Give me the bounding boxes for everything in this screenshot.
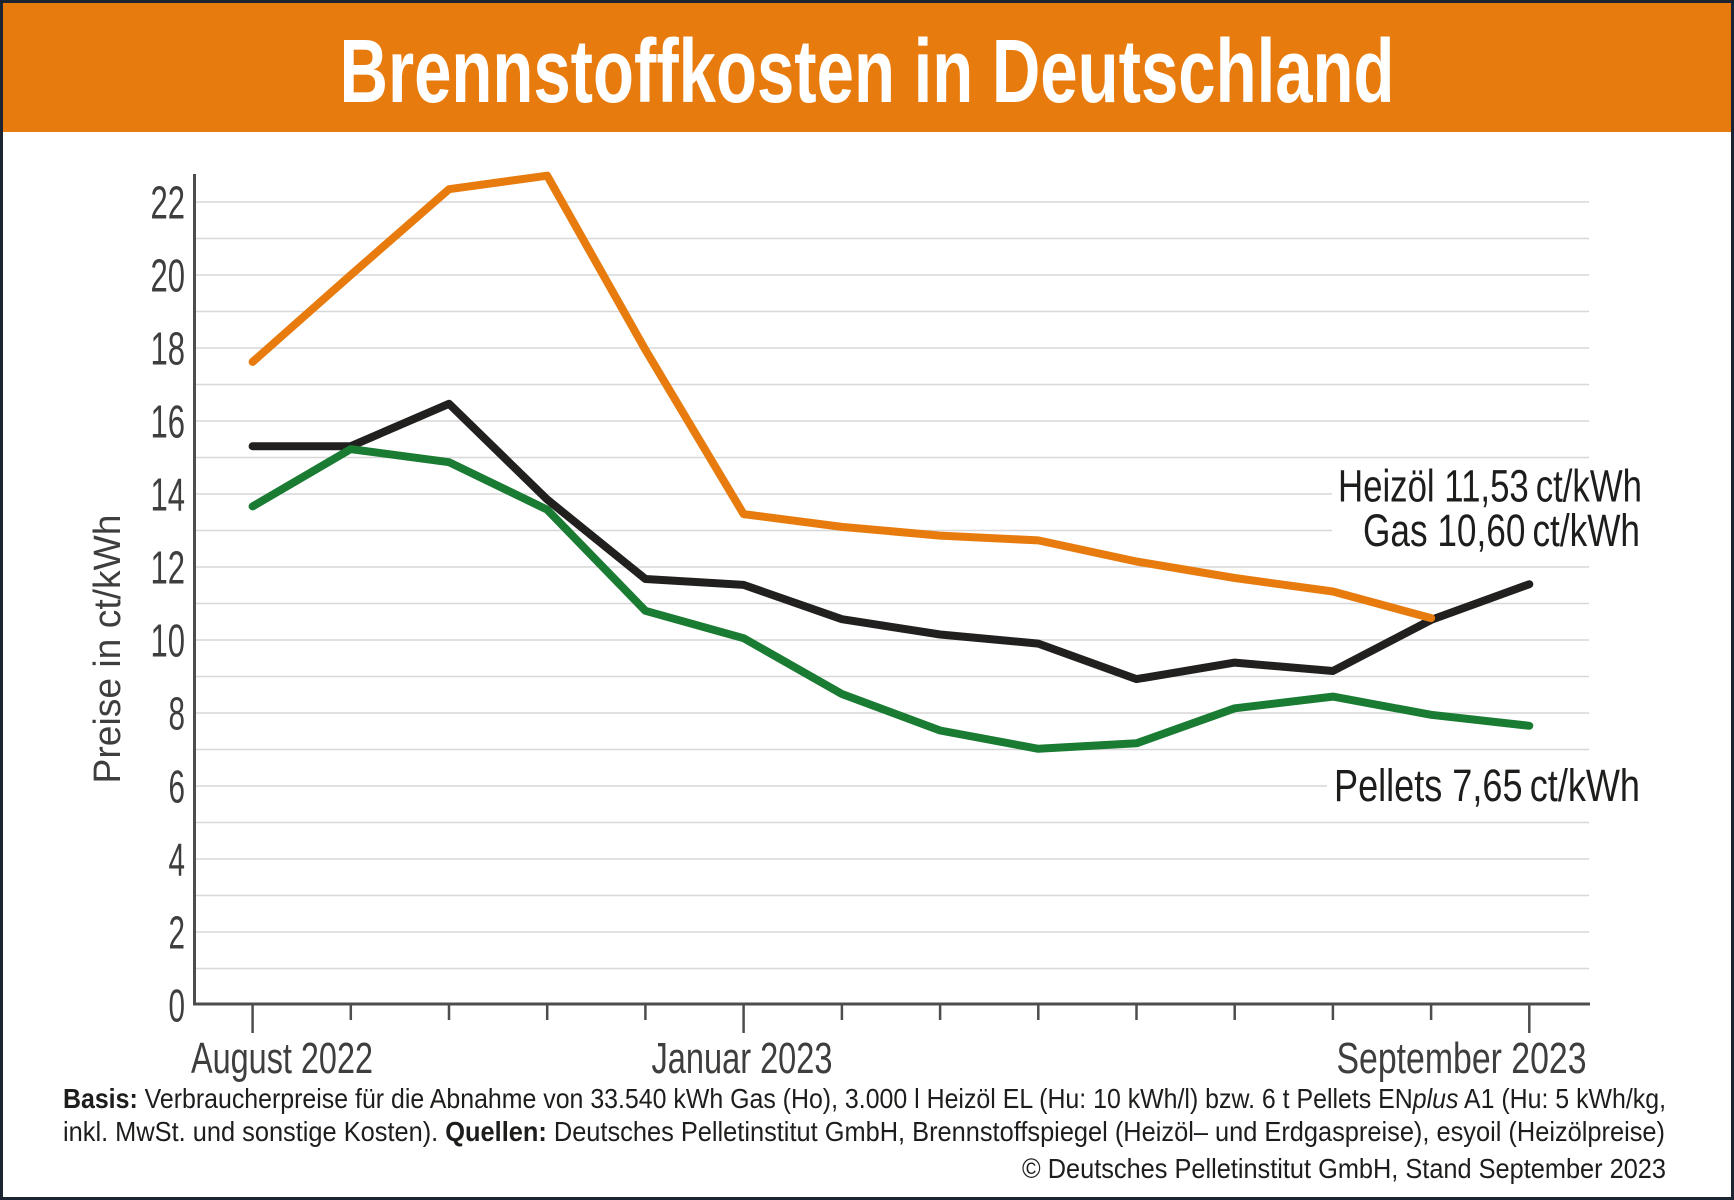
svg-text:Basis: Verbraucherpreise für d: Basis: Verbraucherpreise für die Abnahme… bbox=[63, 1083, 1666, 1114]
svg-text:© Deutsches Pelletinstitut Gmb: © Deutsches Pelletinstitut GmbH, Stand S… bbox=[1022, 1153, 1666, 1184]
svg-text:Heizöl 11,53 ct/kWh: Heizöl 11,53 ct/kWh bbox=[1338, 461, 1642, 512]
svg-text:Pellets 7,65 ct/kWh: Pellets 7,65 ct/kWh bbox=[1334, 760, 1640, 811]
svg-text:12: 12 bbox=[151, 542, 186, 594]
svg-text:18: 18 bbox=[151, 323, 186, 375]
svg-text:August 2022: August 2022 bbox=[191, 1034, 373, 1083]
svg-text:Gas 10,60 ct/kWh: Gas 10,60 ct/kWh bbox=[1363, 505, 1640, 556]
svg-text:10: 10 bbox=[151, 615, 186, 667]
svg-text:Preise in ct/kWh: Preise in ct/kWh bbox=[87, 515, 129, 784]
svg-text:8: 8 bbox=[169, 688, 186, 740]
svg-text:inkl. MwSt. und sonstige Koste: inkl. MwSt. und sonstige Kosten). Quelle… bbox=[63, 1116, 1665, 1147]
svg-text:6: 6 bbox=[169, 761, 186, 813]
svg-text:Januar 2023: Januar 2023 bbox=[652, 1034, 833, 1083]
svg-text:22: 22 bbox=[151, 177, 186, 229]
svg-text:Brennstoffkosten in Deutschlan: Brennstoffkosten in Deutschland bbox=[340, 22, 1395, 122]
svg-text:0: 0 bbox=[169, 980, 186, 1032]
svg-text:16: 16 bbox=[151, 396, 186, 448]
svg-text:14: 14 bbox=[151, 469, 186, 521]
svg-text:2: 2 bbox=[169, 907, 186, 959]
svg-text:4: 4 bbox=[169, 834, 186, 886]
svg-text:20: 20 bbox=[151, 250, 186, 302]
svg-text:September 2023: September 2023 bbox=[1337, 1034, 1587, 1083]
